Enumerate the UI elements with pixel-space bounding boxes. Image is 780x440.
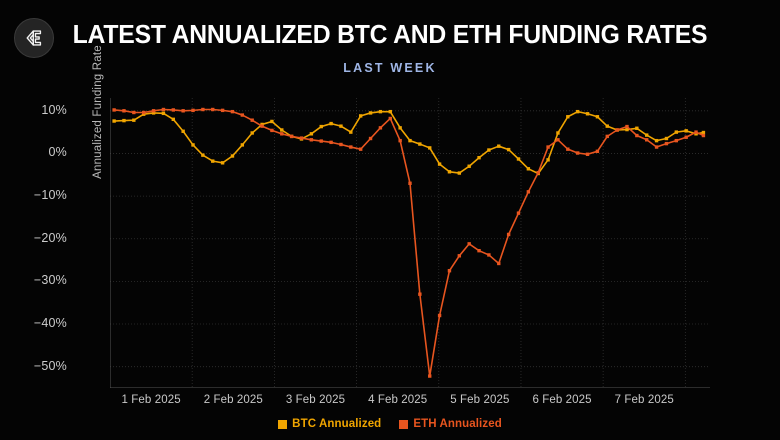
legend-label-btc: BTC Annualized [292,418,382,430]
y-axis-tick-label: −50% [33,358,67,373]
legend-item-btc[interactable]: BTC Annualized [278,418,381,430]
legend-swatch-btc [278,419,288,429]
y-axis-tick-label: 0% [48,145,67,160]
x-axis-tick-label: 2 Feb 2025 [203,394,263,406]
page-title: LATEST ANNUALIZED BTC AND ETH FUNDING RA… [72,21,708,49]
legend-label-eth: ETH Annualized [413,418,502,430]
sigma-diamond-logo-icon [14,18,54,58]
x-axis-tick-label: 1 Feb 2025 [121,394,181,406]
legend-swatch-eth [399,419,409,429]
chart-legend: BTC Annualized ETH Annualized [0,418,780,430]
x-axis-tick-label: 6 Feb 2025 [532,394,592,406]
y-axis-tick-label: −20% [33,230,67,245]
x-axis-tick-label: 7 Feb 2025 [614,394,674,406]
y-axis-tick-label: 10% [41,102,67,117]
page-subtitle: LAST WEEK [343,61,437,75]
plot-area [110,98,710,388]
y-axis-tick-label: −30% [33,273,67,288]
x-axis-tick-label: 5 Feb 2025 [450,394,510,406]
x-axis-tick-label: 4 Feb 2025 [368,394,428,406]
legend-item-eth[interactable]: ETH Annualized [399,418,502,430]
y-axis-tick-label: −40% [33,316,67,331]
x-axis-tick-label: 3 Feb 2025 [285,394,346,406]
y-axis-tick-label: −10% [33,188,67,203]
line-chart-svg [110,98,710,388]
